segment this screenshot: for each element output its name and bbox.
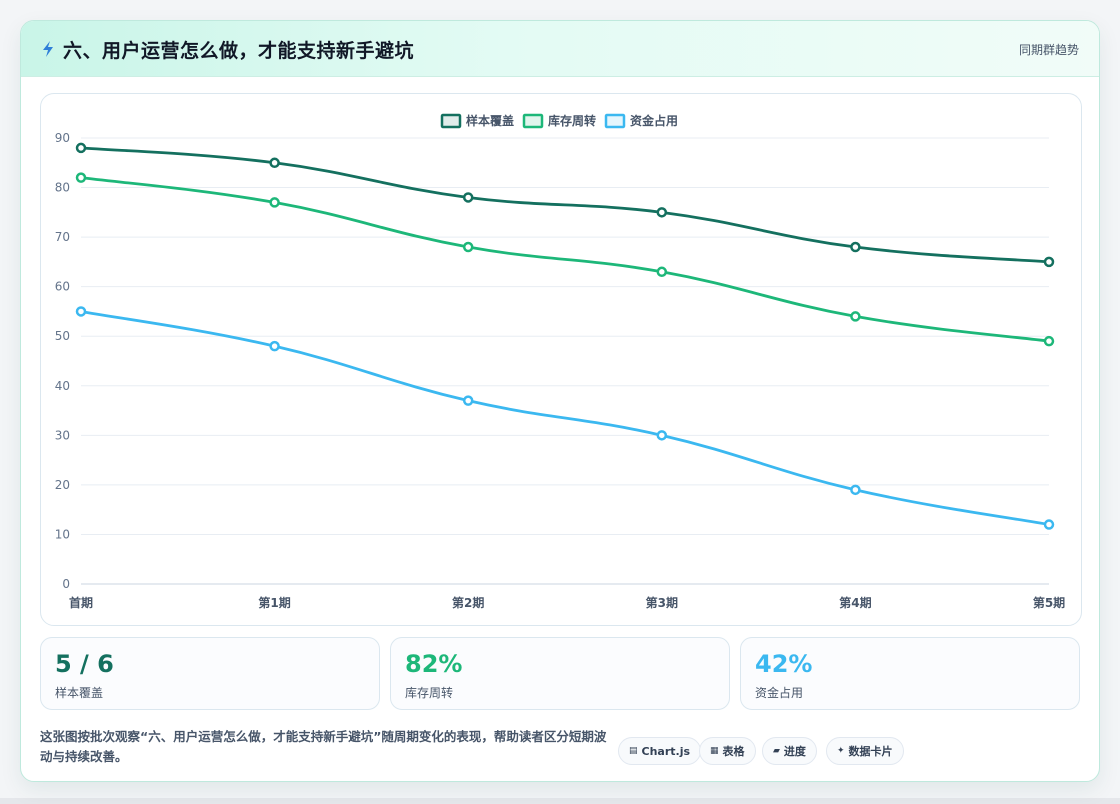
stat-card-sample: 5 / 6 样本覆盖 <box>40 637 380 710</box>
x-tick-label: 第3期 <box>646 595 678 610</box>
data-point <box>75 172 87 183</box>
data-point <box>75 142 87 154</box>
tag-progress[interactable]: ▰ 进度 <box>762 737 817 765</box>
tag-data-card[interactable]: ✦ 数据卡片 <box>826 737 904 765</box>
stat-value-sample: 5 / 6 <box>55 650 114 678</box>
x-tick-label: 第2期 <box>452 595 484 610</box>
legend-swatch <box>440 113 462 129</box>
x-tick-label: 第4期 <box>839 595 871 610</box>
chart-icon: ▤ <box>629 746 638 756</box>
page-title: 六、用户运营怎么做，才能支持新手避坑 <box>63 40 415 62</box>
tag-label: Chart.js <box>641 744 691 758</box>
card-header: 六、用户运营怎么做，才能支持新手避坑 同期群趋势 <box>21 21 1099 77</box>
data-point <box>850 241 861 253</box>
x-tick-label: 首期 <box>69 595 93 610</box>
y-tick-label: 30 <box>55 428 70 442</box>
chart-card: 六、用户运营怎么做，才能支持新手避坑 同期群趋势 0 10 20 30 40 50 60 70… <box>20 20 1100 782</box>
y-tick-label: 40 <box>55 379 70 393</box>
y-tick-label: 80 <box>55 181 70 195</box>
x-tick-label: 第5期 <box>1033 595 1065 610</box>
lightning-icon <box>43 41 53 57</box>
data-point <box>1043 335 1055 347</box>
series-line <box>79 146 1051 264</box>
data-point <box>850 484 861 496</box>
table-icon: ▦ <box>710 746 719 756</box>
tag-label: 进度 <box>783 745 806 758</box>
tag-chartjs[interactable]: ▤ Chart.js <box>618 737 702 765</box>
stat-value-capital: 42% <box>755 650 813 678</box>
legend-label: 资金占用 <box>630 113 678 128</box>
y-tick-label: 10 <box>55 527 70 541</box>
series-line <box>79 310 1051 526</box>
stat-label-turnover: 库存周转 <box>405 686 454 700</box>
y-tick-label: 20 <box>55 478 70 492</box>
stat-label-sample: 样本覆盖 <box>55 686 104 700</box>
stat-value-turnover: 82% <box>405 650 463 678</box>
data-point <box>269 197 280 208</box>
stat-label-capital: 资金占用 <box>755 686 804 700</box>
data-point <box>462 241 474 253</box>
stat-card-turnover: 82% 库存周转 <box>390 637 730 710</box>
tag-label: 数据卡片 <box>848 745 893 758</box>
y-tick-label: 0 <box>62 577 70 591</box>
data-point <box>462 395 474 406</box>
data-point <box>850 311 861 322</box>
data-point <box>1043 519 1055 530</box>
data-point <box>656 207 668 218</box>
progress-icon: ▰ <box>773 746 780 756</box>
tag-table[interactable]: ▦ 表格 <box>699 737 756 765</box>
x-tick-label: 第1期 <box>258 595 290 610</box>
data-point <box>462 192 474 203</box>
chart-description: 这张图按批次观察“六、用户运营怎么做，才能支持新手避坑”随周期变化的表现，帮助读… <box>40 729 607 764</box>
y-tick-label: 50 <box>55 329 70 343</box>
data-point <box>75 306 87 317</box>
legend-swatch <box>604 113 626 129</box>
y-tick-label: 90 <box>55 131 70 145</box>
legend-label: 库存周转 <box>548 113 596 128</box>
data-point <box>1043 256 1055 268</box>
legend-swatch <box>522 113 544 129</box>
data-point <box>269 157 280 169</box>
stat-card-capital: 42% 资金占用 <box>740 637 1080 710</box>
y-tick-label: 60 <box>55 280 70 294</box>
series-line <box>79 176 1051 343</box>
card-icon: ✦ <box>837 746 845 756</box>
data-point <box>269 340 280 352</box>
legend-label: 样本覆盖 <box>466 113 514 128</box>
data-point <box>656 430 668 441</box>
page-bottom-strip <box>0 798 1120 804</box>
data-point <box>656 266 668 278</box>
tag-label: 表格 <box>722 745 745 758</box>
chart-panel: 0 10 20 30 40 50 60 70 80 90 首期 第1期 第2期 第3期 第4期 第5期 样本覆盖… <box>40 93 1082 626</box>
cohort-trend-link[interactable]: 同期群趋势 <box>1018 43 1079 57</box>
line-chart: 0 10 20 30 40 50 60 70 80 90 首期 第1期 第2期 第3期 第4期 第5期 样本覆盖… <box>55 113 1065 610</box>
y-tick-label: 70 <box>55 230 70 244</box>
